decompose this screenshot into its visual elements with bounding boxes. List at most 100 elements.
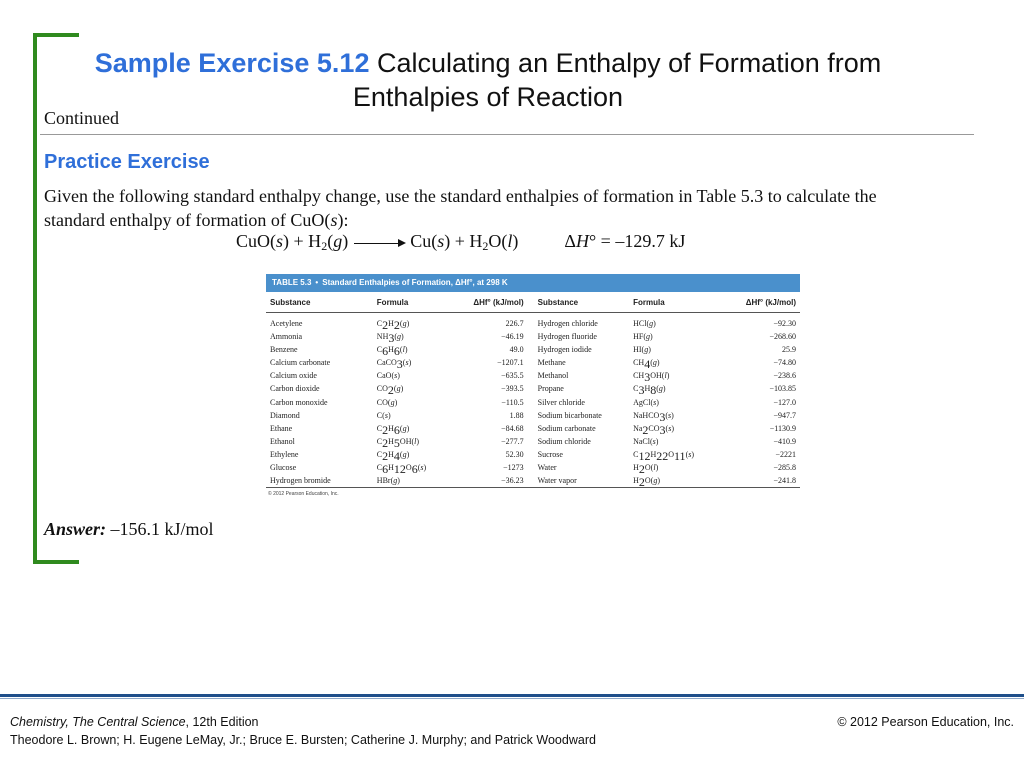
table-row: Ammonia NH3(g) −46.19 Hydrogen fluoride HF(g…: [266, 330, 800, 346]
footer-authors: Theodore L. Brown; H. Eugene LeMay, Jr.;…: [10, 733, 596, 747]
table-caption: TABLE 5.3: [272, 278, 312, 287]
cell-substance: Diamond: [270, 410, 300, 420]
cell-dhf: −1207.1: [497, 358, 524, 368]
cell-substance-2: Sodium bicarbonate: [537, 410, 602, 420]
table-row: Carbon monoxide CO(g) −110.5 Silver chlorid…: [266, 396, 800, 409]
col-dhf-2: ΔHf° (kJ/mol): [714, 292, 800, 313]
answer: Answer: –156.1 kJ/mol: [44, 519, 214, 540]
cell-substance: Calcium carbonate: [270, 358, 331, 368]
cell-substance-2: Silver chloride: [537, 397, 585, 407]
cell-substance: Carbon monoxide: [270, 397, 328, 407]
cell-dhf: 49.0: [509, 345, 524, 355]
cell-formula-2: NaHCO3(s): [633, 409, 674, 424]
book-edition: , 12th Edition: [185, 715, 259, 729]
cell-formula: CO(g): [376, 397, 398, 407]
table-row: Benzene C6H6(l) 49.0 Hydrogen iodide HI(g) 25…: [266, 343, 800, 359]
table-row: Hydrogen bromide HBr(g) −36.23 Water vapor H…: [266, 474, 800, 489]
paragraph-before: Given the following standard enthalpy ch…: [44, 186, 877, 230]
col-dhf: ΔHf° (kJ/mol): [442, 292, 528, 313]
cell-formula-2: H2O(g): [629, 474, 715, 489]
delta-h-value: = –129.7 kJ: [600, 231, 686, 251]
cell-dhf-2: −103.85: [769, 384, 796, 394]
cell-dhf: −393.5: [501, 384, 524, 394]
green-bracket: [33, 33, 79, 564]
cell-dhf-2: −127.0: [773, 397, 796, 407]
cell-formula-2: NaCl(s): [633, 436, 659, 446]
bracket-inner: [40, 37, 84, 560]
table-row: Carbon dioxide CO2(g) −393.5 Propane C3H8(g)…: [266, 382, 800, 398]
cell-formula: C2H5OH(l): [376, 435, 420, 450]
cell-substance: Ammonia: [270, 332, 302, 342]
cell-dhf-2: −947.7: [773, 410, 796, 420]
cell-substance: Carbon dioxide: [270, 384, 320, 394]
cell-dhf: −110.5: [501, 397, 524, 407]
cell-formula-2: C3H8(g): [633, 383, 666, 398]
cell-dhf-2: −74.80: [773, 358, 796, 368]
cell-dhf-2: −285.8: [773, 463, 796, 473]
cell-formula-2: CH3OH(l): [633, 370, 670, 385]
reaction-arrow-icon: [354, 238, 407, 248]
cell-substance-2: Hydrogen iodide: [537, 345, 592, 355]
table-5-3: TABLE 5.3 • Standard Enthalpies of Formati…: [266, 274, 800, 497]
table-row: Calcium carbonate CaCO3(s) −1207.1 Methane C…: [266, 356, 800, 372]
cell-dhf-2: −268.60: [769, 332, 796, 342]
footer-divider: [0, 694, 1024, 697]
table-caption-bar: TABLE 5.3 • Standard Enthalpies of Formati…: [266, 274, 800, 292]
cell-substance: Ethanol: [270, 436, 295, 446]
cell-substance-2: Methanol: [537, 371, 569, 381]
cell-substance: Acetylene: [270, 319, 303, 328]
cell-dhf-2: 25.9: [782, 345, 796, 355]
cell-dhf: −277.7: [501, 436, 524, 446]
title-prefix: Sample Exercise 5.12: [94, 48, 370, 78]
practice-exercise-heading: Practice Exercise: [44, 151, 210, 173]
cell-dhf-2: −2221: [775, 449, 796, 459]
table-row: Calcium oxide CaO(s) −635.5 Methanol CH3OH(l…: [266, 369, 800, 385]
table-row: Ethanol C2H5OH(l) −277.7 Sodium chloride NaC…: [266, 435, 800, 450]
cell-substance-2: Propane: [537, 384, 564, 394]
cell-formula-2: AgCl(s): [633, 397, 659, 407]
cell-formula: C2H2(g): [376, 318, 410, 332]
cell-formula-2: CH4(g): [633, 357, 660, 372]
cell-substance-2: Hydrogen chloride: [537, 319, 598, 328]
table-row: Diamond C(s) 1.88 Sodium bicarbonate NaHCO3(…: [266, 409, 800, 424]
continued-label: Continued: [44, 108, 119, 128]
cell-substance: Hydrogen bromide: [266, 474, 373, 489]
cell-formula: CaO(s): [376, 371, 400, 381]
cell-substance: Ethylene: [270, 449, 299, 459]
cell-formula: C2H6(g): [376, 422, 410, 437]
cell-dhf: −46.19: [501, 332, 524, 342]
cell-dhf-2: −238.6: [773, 371, 796, 381]
cell-substance-2: Water vapor: [527, 474, 630, 489]
cell-dhf: 52.30: [505, 449, 524, 459]
cell-formula: NH3(g): [376, 331, 404, 346]
delta-h-symbol: ΔH°: [564, 231, 597, 251]
cell-formula-2: H2O(l): [633, 462, 659, 477]
cell-formula: C2H4(g): [376, 448, 410, 463]
enthalpy-table: Substance Formula ΔHf° (kJ/mol) Substanc…: [266, 292, 800, 489]
exercise-paragraph: Given the following standard enthalpy ch…: [44, 184, 924, 232]
table-caption-title: Standard Enthalpies of Formation, ΔHf°, …: [322, 278, 508, 287]
cell-formula: C(s): [376, 410, 391, 420]
cell-formula: C6H6(l): [376, 344, 408, 359]
cell-dhf-2: −1130.9: [769, 423, 796, 433]
header-divider: [40, 134, 974, 135]
cell-dhf: −36.23: [442, 474, 528, 489]
table-row: Ethane C2H6(g) −84.68 Sodium carbonate Na2CO…: [266, 422, 800, 437]
cell-formula-2: Na2CO3(s): [633, 422, 675, 437]
col-substance-2: Substance: [527, 292, 630, 313]
footer-book: Chemistry, The Central Science, 12th Edi…: [10, 715, 259, 729]
cell-substance-2: Methane: [537, 358, 566, 368]
cell-formula-2: C12H22O11(s): [633, 448, 695, 463]
cell-substance-2: Sodium carbonate: [537, 423, 596, 433]
cell-formula: C6H12O6(s): [376, 462, 427, 477]
equation-reactants: CuO(s) + H2(g): [236, 231, 349, 253]
cell-substance: Ethane: [270, 423, 293, 433]
cell-formula-2: HF(g): [633, 332, 653, 342]
cell-formula: CO2(g): [376, 383, 404, 398]
caption-bullet: •: [315, 278, 319, 287]
col-formula: Formula: [372, 292, 443, 313]
paragraph-after: ):: [337, 210, 349, 230]
cell-formula-2: HI(g): [633, 345, 651, 355]
cell-formula: HBr(g): [372, 474, 443, 489]
col-substance: Substance: [266, 292, 373, 313]
